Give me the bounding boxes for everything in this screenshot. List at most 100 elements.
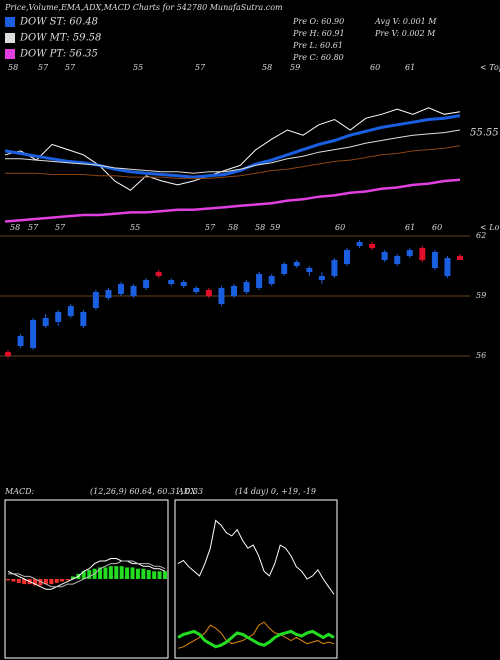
top-label: 57 [195, 63, 206, 72]
legend-swatch [5, 33, 15, 43]
macd-histogram-bar [81, 571, 86, 579]
macd-title: MACD: [4, 487, 35, 496]
adx-frame [174, 499, 338, 659]
candle-body [318, 276, 325, 280]
candle-body [105, 290, 112, 298]
y-tick-label: 59 [476, 291, 486, 300]
macd-histogram-bar [87, 570, 92, 579]
low-label: 60 [335, 223, 345, 232]
low-label: 57 [55, 223, 66, 232]
top-label: 57 [38, 63, 49, 72]
stat-label: Pre O: 60.90 [292, 17, 344, 26]
macd-histogram-bar [11, 579, 16, 582]
candle-body [92, 292, 99, 308]
legend-label: DOW ST: 60.48 [19, 17, 98, 28]
adx-subtitle: (14 day) 0, +19, -19 [235, 487, 316, 496]
macd-histogram-bar [43, 579, 48, 585]
macd-histogram-bar [54, 579, 59, 583]
candle-body [431, 252, 438, 268]
legend-swatch [5, 17, 15, 27]
stat-label: Pre L: 60.61 [292, 41, 343, 50]
candle-body [356, 242, 363, 246]
stat-label: Pre V: 0.002 M [374, 29, 436, 38]
candle-body [55, 312, 62, 322]
macd-histogram-bar [157, 571, 162, 579]
adx-line [177, 621, 335, 649]
macd-line [8, 560, 166, 588]
macd-histogram-bar [49, 579, 54, 585]
top-label: 55 [133, 63, 143, 72]
candle-body [306, 268, 313, 272]
page-title: Price,Volume,EMA,ADX,MACD Charts for 542… [4, 3, 283, 12]
legend-label: DOW MT: 59.58 [19, 33, 101, 44]
macd-histogram-bar [135, 568, 140, 579]
top-label: 57 [65, 63, 76, 72]
lows-marker: < Lows [480, 223, 500, 232]
y-tick-label: 62 [476, 231, 486, 240]
macd-histogram-bar [16, 579, 21, 583]
low-label: 60 [432, 223, 442, 232]
ema-line [5, 129, 461, 174]
candle-body [344, 250, 350, 264]
candle-body [42, 318, 49, 326]
macd-histogram-bar [163, 571, 167, 579]
top-label: 59 [290, 63, 300, 72]
top-label: 60 [370, 63, 380, 72]
low-label: 57 [205, 223, 216, 232]
legend-label: DOW PT: 56.35 [19, 49, 98, 60]
macd-histogram-bar [70, 576, 75, 579]
adx-line [177, 519, 335, 595]
macd-histogram-bar [103, 567, 108, 579]
macd-histogram-bar [114, 566, 119, 579]
price-label: 55.55 [470, 128, 499, 139]
candle-body [256, 274, 263, 288]
candle-body [444, 258, 451, 276]
macd-histogram-bar [22, 579, 27, 585]
low-label: 59 [270, 223, 280, 232]
top-label: 58 [8, 63, 18, 72]
stat-label: Avg V: 0.001 M [374, 17, 437, 26]
macd-histogram-bar [60, 579, 65, 582]
candle-body [243, 282, 250, 292]
macd-histogram-bar [141, 568, 146, 579]
candle-body [5, 352, 11, 356]
low-label: 58 [10, 223, 20, 232]
low-label: 58 [255, 223, 265, 232]
candle-body [381, 252, 388, 260]
candle-body [268, 276, 275, 284]
macd-histogram-bar [152, 571, 157, 579]
macd-histogram-bar [108, 566, 113, 579]
candle-body [67, 306, 74, 316]
top-label: 61 [405, 63, 415, 72]
candle-body [168, 280, 175, 284]
stat-label: Pre C: 60.80 [292, 53, 344, 62]
macd-histogram-bar [119, 566, 124, 579]
candle-body [118, 284, 124, 294]
low-label: 55 [130, 223, 140, 232]
ema-line [5, 145, 461, 179]
stat-label: Pre H: 60.91 [292, 29, 345, 38]
macd-histogram-bar [146, 570, 151, 579]
y-tick-label: 56 [476, 351, 486, 360]
candle-body [293, 262, 300, 266]
candle-body [17, 336, 24, 346]
tops-marker: < Tops [480, 63, 500, 72]
ema-line [4, 178, 461, 223]
macd-subtitle: (12,26,9) 60.64, 60.31, 0.33 [90, 487, 203, 496]
candle-body [281, 264, 288, 274]
candle-body [130, 286, 137, 296]
candle-body [205, 290, 212, 296]
low-label: 58 [228, 223, 238, 232]
candle-body [193, 288, 200, 292]
adx-line [177, 629, 335, 649]
macd-frame [4, 499, 169, 659]
candle-body [80, 312, 87, 326]
candle-body [143, 280, 150, 288]
macd-histogram-bar [33, 579, 38, 586]
candle-body [180, 282, 187, 286]
candle-body [231, 286, 237, 296]
candle-body [369, 244, 376, 248]
ema-line [4, 107, 461, 191]
